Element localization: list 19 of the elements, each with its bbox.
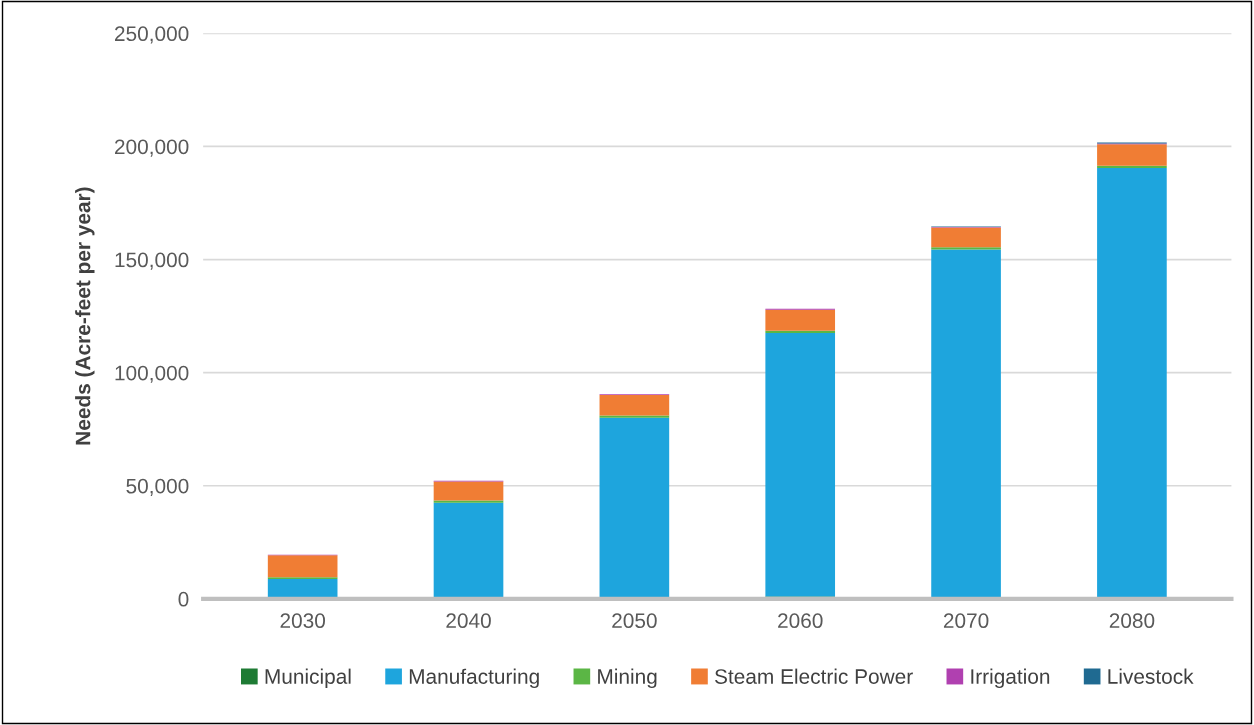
legend-label: Municipal (265, 668, 351, 689)
y-axis-title: Needs (Acre-feet per year) (75, 187, 95, 445)
legend-label: Steam Electric Power (715, 668, 913, 684)
x-tick-label: 2080 (1109, 613, 1155, 629)
y-tick-label: 50,000 (126, 478, 189, 496)
x-tick-label: 2040 (446, 613, 491, 629)
legend-label: Irrigation (971, 668, 1050, 689)
legend-label: Livestock (1108, 668, 1194, 684)
x-tick-label: 2050 (612, 613, 657, 629)
y-tick-label: 100,000 (115, 365, 189, 383)
legend-label: Mining (598, 668, 657, 689)
x-tick-label: 2070 (943, 613, 989, 629)
y-tick-label: 200,000 (115, 139, 189, 157)
y-tick-label: 0 (178, 591, 189, 607)
x-tick-label: 2030 (280, 613, 326, 629)
x-tick-label: 2060 (778, 613, 823, 629)
legend-label: Manufacturing (409, 668, 539, 689)
y-tick-label: 250,000 (115, 26, 189, 44)
y-tick-label: 150,000 (115, 252, 189, 270)
